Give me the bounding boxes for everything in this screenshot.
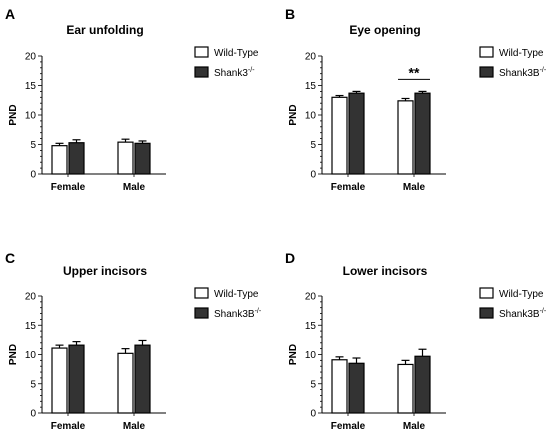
legend-swatch xyxy=(194,307,209,319)
legend-label: Shank3B-/- xyxy=(499,67,547,79)
bar-wild-type xyxy=(51,145,68,175)
y-tick-label: 15 xyxy=(305,81,317,92)
y-axis-label: PND xyxy=(288,344,299,365)
legend-label: Wild-Type xyxy=(499,48,544,59)
panel-letter: C xyxy=(5,250,15,266)
y-tick-label: 5 xyxy=(310,379,316,390)
panel-a: A Ear unfolding PND 0 5 10 15 20 Female Male Wild-… xyxy=(5,6,259,193)
x-tick-label: Female xyxy=(331,421,366,432)
y-axis-label: PND xyxy=(8,104,19,125)
panel-d: D Lower incisors PND 0 5 10 15 20 Female Male Wild… xyxy=(285,250,547,432)
x-tick-label: Male xyxy=(403,421,426,432)
panel-letter: A xyxy=(5,6,15,22)
x-tick-label: Male xyxy=(403,182,426,193)
chart-title: Upper incisors xyxy=(63,264,147,278)
legend-label: Shank3B-/- xyxy=(499,308,547,320)
y-tick-label: 10 xyxy=(305,350,317,361)
chart-title: Ear unfolding xyxy=(66,23,143,37)
y-axis-label: PND xyxy=(288,104,299,125)
legend-swatch xyxy=(479,307,494,319)
legend-swatch xyxy=(479,287,494,299)
legend-label: Shank3B-/- xyxy=(214,308,262,320)
bar-mutant xyxy=(414,355,431,414)
y-tick-label: 10 xyxy=(25,350,37,361)
bar-wild-type xyxy=(51,347,68,414)
legend-swatch xyxy=(194,66,209,78)
y-tick-label: 20 xyxy=(305,292,317,303)
legend-swatch xyxy=(479,66,494,78)
bar-mutant xyxy=(68,344,85,414)
legend-label: Shank3-/- xyxy=(214,67,255,79)
y-tick-label: 0 xyxy=(30,409,36,420)
bar-mutant xyxy=(68,142,85,175)
bar-mutant xyxy=(134,344,151,414)
legend-swatch xyxy=(194,287,209,299)
x-tick-label: Male xyxy=(123,182,146,193)
y-tick-label: 5 xyxy=(30,379,36,390)
y-tick-label: 5 xyxy=(310,140,316,151)
y-axis-label: PND xyxy=(8,344,19,365)
chart-title: Eye opening xyxy=(349,23,420,37)
chart-title: Lower incisors xyxy=(343,264,428,278)
bar-mutant xyxy=(134,142,151,175)
significance-label: ** xyxy=(409,64,420,80)
legend-label: Wild-Type xyxy=(214,289,259,300)
bar-wild-type xyxy=(331,96,348,175)
y-tick-label: 20 xyxy=(25,52,37,63)
panel-c: C Upper incisors PND 0 5 10 15 20 Female Male Wild… xyxy=(5,250,262,432)
y-tick-label: 10 xyxy=(25,111,37,122)
bar-mutant xyxy=(414,92,431,175)
panel-letter: D xyxy=(285,250,295,266)
y-tick-label: 20 xyxy=(305,52,317,63)
x-tick-label: Female xyxy=(51,182,86,193)
panel-letter: B xyxy=(285,6,295,22)
bar-mutant xyxy=(348,362,365,414)
legend-label: Wild-Type xyxy=(214,48,259,59)
y-tick-label: 15 xyxy=(25,321,37,332)
y-tick-label: 0 xyxy=(310,409,316,420)
legend-label: Wild-Type xyxy=(499,289,544,300)
bar-wild-type xyxy=(117,141,134,175)
x-tick-label: Male xyxy=(123,421,146,432)
x-tick-label: Female xyxy=(51,421,86,432)
bar-mutant xyxy=(348,92,365,175)
y-tick-label: 15 xyxy=(305,321,317,332)
y-tick-label: 0 xyxy=(310,170,316,181)
x-tick-label: Female xyxy=(331,182,366,193)
y-tick-label: 0 xyxy=(30,170,36,181)
bar-wild-type xyxy=(117,352,134,414)
legend-swatch xyxy=(479,46,494,58)
bar-wild-type xyxy=(397,100,414,175)
panel-b: B Eye opening PND 0 5 10 15 20 Female Male ** Wild-… xyxy=(285,6,547,193)
bar-wild-type xyxy=(331,359,348,414)
bar-wild-type xyxy=(397,363,414,414)
legend-swatch xyxy=(194,46,209,58)
y-tick-label: 20 xyxy=(25,292,37,303)
y-tick-label: 15 xyxy=(25,81,37,92)
y-tick-label: 5 xyxy=(30,140,36,151)
y-tick-label: 10 xyxy=(305,111,317,122)
